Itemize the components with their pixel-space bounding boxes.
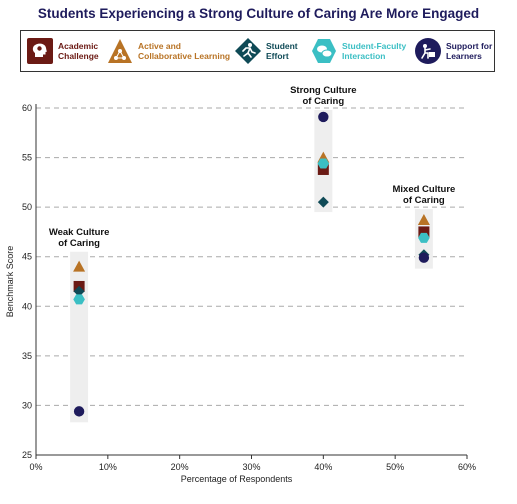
x-tick-label: 0% (29, 462, 42, 472)
network-icon (108, 39, 132, 63)
legend-item-active-collaborative: Active and Collaborative Learning (107, 35, 230, 67)
data-point (73, 294, 85, 305)
x-axis-label: Percentage of Respondents (181, 474, 293, 484)
data-point (417, 214, 430, 226)
legend-label: Academic Challenge (58, 41, 99, 61)
legend-item-support-learners: Support for Learners (415, 35, 492, 67)
support-icon (415, 38, 441, 64)
y-tick-label: 40 (22, 301, 32, 311)
legend-item-student-effort: Student Effort (235, 35, 298, 67)
x-tick-label: 10% (99, 462, 117, 472)
data-point (317, 163, 329, 175)
x-tick-label: 50% (386, 462, 404, 472)
y-tick-label: 30 (22, 400, 32, 410)
group-label: of Caring (302, 96, 344, 107)
data-point (73, 260, 86, 272)
y-tick-label: 25 (22, 450, 32, 460)
group-label: Weak Culture (49, 227, 110, 238)
x-tick-label: 20% (171, 462, 189, 472)
y-tick-label: 60 (22, 103, 32, 113)
y-tick-label: 35 (22, 351, 32, 361)
data-point (317, 196, 329, 208)
x-tick-label: 30% (242, 462, 260, 472)
legend-item-student-faculty: Student-Faculty Interaction (311, 35, 406, 67)
group-label: Mixed Culture (392, 184, 455, 195)
y-tick-label: 45 (22, 252, 32, 262)
group-label: Strong Culture (290, 85, 357, 96)
x-tick-label: 40% (314, 462, 332, 472)
group-label: of Caring (403, 195, 445, 206)
group-label: of Caring (58, 238, 100, 249)
legend-item-academic-challenge: Academic Challenge (27, 35, 99, 67)
y-tick-label: 50 (22, 202, 32, 212)
legend-label: Student-Faculty Interaction (342, 41, 407, 61)
group-range-bar (70, 251, 89, 423)
legend: Academic Challenge Active and Collaborat… (20, 30, 495, 72)
legend-label: Student Effort (266, 41, 298, 61)
y-axis-label: Benchmark Score (5, 246, 15, 318)
data-point (318, 111, 329, 123)
legend-label: Support for Learners (446, 41, 493, 61)
brain-icon (27, 38, 53, 64)
x-tick-label: 60% (458, 462, 476, 472)
chart-title: Students Experiencing a Strong Culture o… (37, 6, 480, 21)
data-point (317, 158, 330, 169)
data-point (73, 406, 85, 417)
legend-label: Active and Collaborative Learning (138, 41, 231, 61)
data-point (418, 232, 430, 243)
data-point (418, 226, 430, 238)
data-point (73, 285, 85, 297)
chat-icon (312, 39, 336, 63)
y-tick-label: 55 (22, 153, 32, 163)
runner-icon (235, 38, 261, 64)
data-point (418, 252, 430, 263)
